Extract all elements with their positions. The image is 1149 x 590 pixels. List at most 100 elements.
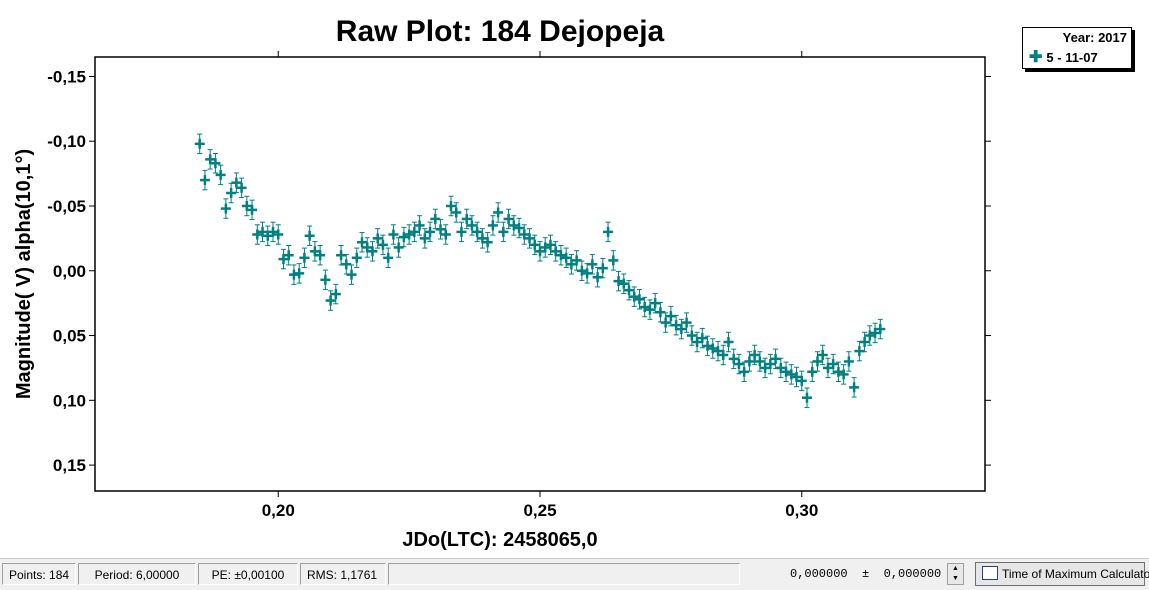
y-tick-label: 0,15	[53, 456, 86, 475]
data-point	[786, 364, 797, 385]
data-point	[215, 164, 226, 186]
data-point	[440, 224, 451, 245]
data-point	[624, 279, 634, 301]
data-point	[414, 215, 425, 236]
time-of-maximum-calculator-button[interactable]: Time of Maximum Calculator	[975, 562, 1149, 586]
period-value: Period: 6,00000	[78, 563, 196, 585]
spin-down-icon[interactable]: ▼	[952, 575, 959, 582]
data-point	[733, 353, 744, 375]
data-point	[257, 221, 268, 243]
data-point	[273, 224, 284, 245]
data-point	[341, 254, 352, 275]
chart-icon	[982, 566, 998, 580]
points-count: Points: 184	[2, 563, 76, 585]
data-point	[315, 244, 326, 266]
data-point	[498, 221, 509, 243]
data-point	[817, 344, 828, 366]
data-point	[597, 257, 608, 279]
y-axis: -0,15 -0,10 -0,05 0,00 0,05 0,10 0,15	[47, 67, 991, 475]
data-point	[697, 327, 708, 349]
data-point	[194, 133, 205, 155]
legend-entry: ✚ 5 - 11-07	[1029, 50, 1098, 66]
data-point	[487, 215, 498, 236]
data-point	[383, 247, 394, 269]
data-point	[372, 228, 383, 249]
data-point	[367, 241, 378, 262]
x-tick-label: 0,30	[785, 501, 818, 520]
data-point	[419, 228, 430, 249]
data-point	[357, 232, 367, 253]
rms-value: RMS: 1,1761	[300, 563, 386, 585]
data-point	[634, 289, 645, 310]
data-point	[550, 241, 561, 262]
data-point	[456, 221, 467, 243]
data-point	[854, 340, 865, 362]
x-tick-label: 0,25	[523, 501, 556, 520]
x-axis-label: JDo(LTC): 2458065,0	[402, 529, 597, 551]
data-point	[545, 234, 556, 256]
data-point	[702, 335, 713, 357]
data-point	[754, 351, 765, 372]
data-point	[330, 283, 341, 305]
data-point	[425, 221, 436, 243]
data-point	[294, 263, 305, 284]
data-point	[843, 351, 854, 372]
data-point	[561, 247, 572, 269]
data-point	[283, 244, 294, 266]
data-point	[587, 254, 598, 275]
data-point	[477, 228, 488, 249]
y-tick-label: 0,05	[53, 327, 86, 346]
data-point	[802, 387, 812, 408]
data-point	[812, 351, 823, 372]
data-point	[555, 244, 566, 266]
data-point	[210, 153, 221, 174]
data-point	[644, 299, 655, 320]
x-axis: 0,20 0,25 0,30	[262, 51, 818, 520]
data-point	[309, 241, 320, 262]
data-point	[660, 312, 671, 333]
data-point	[838, 364, 849, 385]
data-point	[749, 344, 760, 366]
data-point	[252, 224, 263, 245]
data-point	[613, 270, 624, 292]
data-point	[278, 248, 289, 270]
spin-up-icon[interactable]: ▲	[952, 565, 959, 572]
data-point	[692, 331, 703, 353]
data-point	[519, 224, 530, 245]
pe-value: PE: ±0,00100	[198, 563, 298, 585]
legend-year: Year: 2017	[1062, 30, 1127, 45]
data-point	[247, 199, 258, 221]
data-point	[713, 340, 723, 362]
data-point	[435, 219, 446, 240]
data-point	[514, 217, 525, 239]
data-point	[351, 247, 362, 269]
status-empty-pane	[388, 563, 740, 585]
data-point	[650, 292, 661, 314]
data-point	[472, 221, 483, 243]
data-point	[304, 225, 315, 246]
data-point	[205, 149, 216, 170]
data-point	[576, 260, 587, 281]
plot-area	[94, 56, 986, 492]
data-point	[608, 250, 619, 271]
data-point	[540, 237, 551, 258]
data-point	[864, 325, 875, 346]
time-spinner[interactable]: ▲ ▼	[947, 563, 964, 585]
data-point	[362, 237, 373, 258]
data-point	[409, 221, 420, 243]
data-point	[781, 361, 792, 383]
data-point	[236, 177, 247, 199]
data-point	[571, 250, 582, 271]
data-point	[671, 314, 682, 336]
data-point	[676, 318, 687, 340]
data-point	[849, 377, 860, 398]
data-point	[765, 353, 776, 375]
data-point	[446, 195, 456, 217]
data-point	[325, 290, 336, 311]
data-point	[288, 264, 299, 285]
data-point	[566, 254, 577, 275]
data-point	[199, 169, 210, 191]
data-point	[875, 318, 886, 340]
data-point	[388, 224, 399, 245]
y-tick-label: 0,00	[53, 262, 86, 281]
